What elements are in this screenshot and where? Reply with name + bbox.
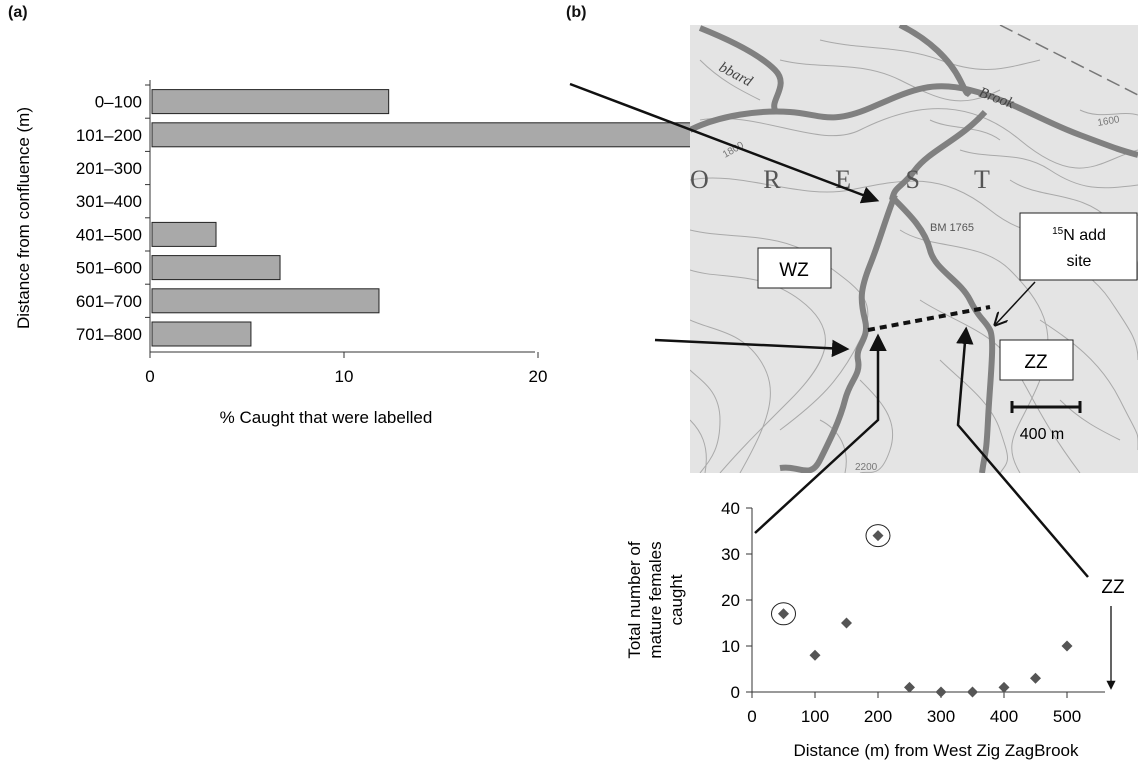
n15-add-site-label-box: 15N add site [1019, 212, 1138, 281]
connecting-transect-dashed [867, 305, 991, 332]
scatter-y-tick-label: 10 [721, 637, 740, 656]
zig-zag-brook-stream [892, 197, 996, 473]
scatter-point [778, 608, 789, 620]
bar-101–200 [151, 122, 751, 148]
confluence-stem-stream [889, 109, 988, 201]
scatter-y-tick-label: 30 [721, 545, 740, 564]
scatter-x-tick-label: 100 [801, 707, 829, 726]
bar-401–500 [151, 221, 217, 247]
scatter-x-tick-label: 200 [864, 707, 892, 726]
scatter-y-axis-label: Total number of mature females caught [625, 541, 686, 658]
x-tick-label: 0 [145, 367, 154, 386]
x-tick-label: 10 [335, 367, 354, 386]
arrow-to-confluence [569, 82, 880, 204]
scatter-point [904, 681, 915, 693]
arrow-to-add-site [995, 281, 1036, 325]
leader-scatter-right [956, 326, 1089, 578]
highlight-circle [865, 524, 891, 548]
highlight-circle [771, 602, 796, 626]
category-label: 301–400 [76, 192, 142, 211]
scale-bar-label: 400 m [1020, 426, 1064, 443]
upper-tributary-stream-2 [898, 25, 973, 98]
category-label: 401–500 [76, 225, 142, 244]
scatter-y-label-line-1: Total number of [625, 541, 644, 658]
bar-601–700 [151, 288, 380, 314]
west-zig-zag-brook-stream [779, 193, 898, 473]
wz-label: WZ [779, 260, 809, 281]
category-label: 701–800 [76, 325, 142, 344]
bar-chart-x-axis-label: % Caught that were labelled [220, 408, 433, 427]
category-label: 0–100 [95, 93, 142, 112]
scatter-x-tick-label: 400 [990, 707, 1018, 726]
zz-label: ZZ [1024, 352, 1048, 373]
bar-chart-panel-a: 0–100 101–200 201–300 301–400 401–500 501–600… [14, 80, 751, 427]
scatter-x-tick-label: 0 [747, 707, 756, 726]
scatter-x-axis-label: Distance (m) from West Zig ZagBrook [794, 741, 1079, 760]
leader-scatter-left [754, 333, 887, 534]
scatter-y-tick-label: 0 [731, 683, 740, 702]
bar-701–800 [151, 321, 252, 347]
scatter-point [1030, 672, 1041, 684]
scatter-point [1061, 640, 1073, 652]
panel-a-label: (a) [8, 4, 28, 21]
bar-0–100 [151, 89, 390, 115]
svg-text:15N add: 15N add [1052, 226, 1106, 244]
scatter-point [872, 530, 884, 542]
zz-label-box: ZZ [999, 339, 1074, 381]
category-label: 601–700 [76, 292, 142, 311]
scatter-x-tick-label: 300 [927, 707, 955, 726]
zz-arrow-label: ZZ [1101, 577, 1125, 598]
wz-label-box: WZ [757, 247, 832, 289]
x-tick-label: 20 [529, 367, 548, 386]
scatter-point [967, 686, 978, 698]
n15-add-site-line2: site [1067, 253, 1092, 270]
contour-1600-label: 1600 [1097, 114, 1121, 129]
scatter-point [935, 686, 947, 698]
panel-b-label: (b) [566, 4, 587, 21]
category-label: 101–200 [76, 126, 142, 145]
scatter-point [809, 649, 821, 661]
scatter-y-tick-label: 20 [721, 591, 740, 610]
bar-chart-y-axis-label: Distance from confluence (m) [14, 107, 33, 329]
scatter-plot-panel-b: 0 10 20 30 40 0 100 200 300 400 500 Distance (m) … [625, 499, 1125, 760]
forest-map-label: O R E S T [690, 165, 1014, 194]
callout-arrows [569, 82, 1089, 578]
scale-bar: 400 m [1010, 401, 1082, 443]
scatter-point [841, 617, 852, 629]
hubbard-brook-main-stream [690, 83, 1138, 158]
n15-add-site-line1: N add [1063, 227, 1106, 244]
n15-superscript: 15 [1052, 226, 1064, 237]
map-boundary-dashed-line [999, 25, 1138, 96]
category-label: 501–600 [76, 259, 142, 278]
scatter-y-tick-label: 40 [721, 499, 740, 518]
upper-tributary-stream [698, 25, 784, 112]
scatter-y-label-line-3: caught [667, 574, 686, 625]
category-label: 201–300 [76, 159, 142, 178]
arrow-to-wz-site [654, 338, 850, 358]
scatter-point [998, 681, 1010, 693]
bar-501–600 [151, 255, 281, 281]
scatter-y-label-line-2: mature females [646, 541, 665, 658]
scatter-x-tick-label: 500 [1053, 707, 1081, 726]
contour-2200-label: 2200 [855, 462, 878, 473]
bm-1765-map-label: BM 1765 [930, 222, 974, 234]
map-features: O R E S T bbard Brook BM 1765 1600 1800 … [690, 25, 1138, 473]
topographic-map: O R E S T bbard Brook BM 1765 1600 1800 … [690, 25, 1138, 473]
